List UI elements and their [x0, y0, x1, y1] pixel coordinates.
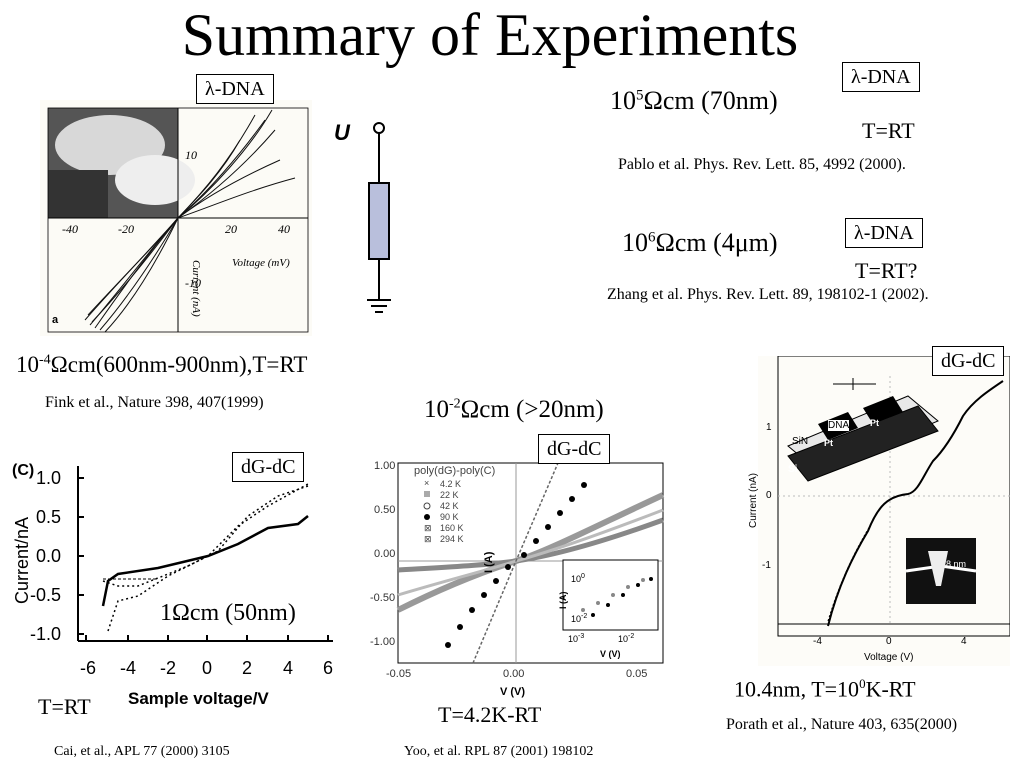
yoo-xtick-1: 0.00: [503, 668, 525, 680]
yoo-xtick-0: -0.05: [386, 668, 412, 680]
cai-xtick-5: 4: [283, 658, 294, 678]
porath-dna-label: DNA: [828, 420, 850, 431]
porath-gap-label: 8 nm: [946, 559, 967, 569]
yoo-xlabel: V (V): [500, 686, 526, 698]
cai-resistivity: 1Ωcm (50nm): [160, 600, 296, 627]
fink-xtick-m20: -20: [118, 222, 134, 236]
yoo-xtick-2: 0.05: [626, 668, 648, 680]
fink-xtick-20: 20: [225, 222, 237, 236]
porath-sin-label: SiN: [792, 436, 809, 447]
porath-citation: Porath et al., Nature 403, 635(2000): [726, 716, 958, 733]
yoo-inset-ytick-0: 100: [571, 573, 585, 584]
yoo-legend-5: 294 K: [440, 534, 464, 544]
porath-xtick-2: 4: [961, 636, 967, 647]
yoo-inset-ytick-1: 10-2: [571, 613, 588, 624]
yoo-ytick-2: 0.00: [374, 548, 396, 560]
yoo-iv-plot: × ⊠ ⊠: [396, 462, 665, 664]
yoo-inset-xlabel: V (V): [600, 649, 621, 659]
yoo-inset-ylabel: I (A): [558, 591, 568, 610]
fink-xlabel: Voltage (mV): [232, 257, 290, 269]
cai-xtick-1: -4: [120, 658, 137, 678]
pablo-temperature: T=RT: [862, 118, 915, 143]
yoo-inset-xtick-0: 10-3: [568, 633, 585, 644]
porath-ytick-1: 0: [766, 490, 772, 501]
pablo-resistivity: 105Ωcm (70nm): [610, 86, 778, 115]
cai-ytick-4: -1.0: [30, 624, 62, 644]
yoo-dgdc-label: dG-dC: [538, 434, 611, 464]
yoo-legend-title: poly(dG)-poly(C): [414, 465, 496, 477]
porath-ytick-0: 1: [766, 422, 772, 433]
page-title: Summary of Experiments: [181, 2, 799, 68]
fink-xtick-40: 40: [278, 222, 290, 236]
svg-text:×: ×: [424, 478, 429, 488]
cai-ytick-1: 0.5: [36, 507, 62, 527]
cai-xtick-3: 0: [202, 658, 213, 678]
fink-xtick-m40: -40: [62, 222, 78, 236]
cai-temperature: T=RT: [38, 694, 91, 719]
yoo-figure: × ⊠ ⊠ poly(dG)-poly(C) 4.2 K 22 K 42 K 9…: [368, 455, 668, 700]
yoo-inset-xtick-1: 10-2: [618, 633, 635, 644]
zhang-citation: Zhang et al. Phys. Rev. Lett. 89, 198102…: [607, 286, 929, 303]
cai-xtick-6: 6: [323, 658, 334, 678]
fink-citation: Fink et al., Nature 398, 407(1999): [45, 394, 264, 411]
yoo-legend-1: 22 K: [440, 490, 459, 500]
porath-figure: DNA Pt Pt SiN Si 8 nm 1 0 -1 Current (nA…: [748, 355, 1011, 666]
pablo-dna-label: λ-DNA: [842, 62, 920, 92]
porath-iv-plot: [777, 355, 1011, 637]
yoo-citation: Yoo, et al. RPL 87 (2001) 198102: [404, 744, 594, 759]
fink-ylabel: Current (nA): [190, 260, 202, 317]
zhang-temperature: T=RT?: [855, 258, 918, 283]
yoo-legend-4: 160 K: [440, 523, 464, 533]
fink-ytick-m10: -10: [185, 276, 201, 290]
cai-dgdc-label: dG-dC: [232, 452, 305, 482]
svg-text:⊠: ⊠: [424, 523, 432, 533]
yoo-ytick-3: -0.50: [370, 592, 396, 604]
yoo-ytick-0: 1.00: [374, 460, 396, 472]
yoo-resistivity: 10-2Ωcm (>20nm): [424, 396, 604, 423]
fink-resistivity: 10-4Ωcm(600nm-900nm),T=RT: [16, 352, 308, 377]
yoo-ytick-1: 0.50: [374, 504, 396, 516]
cai-figure: (C) 1.0 0.5 0.0 -0.5 -1.0 Current/nA -6 …: [8, 456, 348, 716]
cai-xlabel: Sample voltage/V: [128, 689, 269, 708]
cai-ytick-2: 0.0: [36, 546, 62, 566]
fink-panel-letter: a: [52, 314, 59, 326]
cai-xtick-4: 2: [242, 658, 253, 678]
porath-pt-label-2: Pt: [870, 418, 879, 428]
pablo-citation: Pablo et al. Phys. Rev. Lett. 85, 4992 (…: [618, 156, 906, 173]
yoo-ylabel: I (A): [483, 551, 495, 573]
porath-ytick-2: -1: [762, 560, 771, 571]
porath-result: 10.4nm, T=100K-RT: [734, 676, 916, 702]
zhang-resistivity: 106Ωcm (4μm): [622, 228, 778, 257]
yoo-legend-0: 4.2 K: [440, 479, 462, 489]
cai-ytick-3: -0.5: [30, 585, 62, 605]
yoo-ytick-4: -1.00: [370, 636, 396, 648]
porath-si-label: Si: [788, 464, 798, 475]
yoo-legend-3: 90 K: [440, 512, 459, 522]
cai-citation: Cai, et al., APL 77 (2000) 3105: [54, 744, 230, 759]
cai-xtick-0: -6: [80, 658, 97, 678]
cai-ylabel: Current/nA: [12, 516, 32, 604]
porath-xtick-0: -4: [813, 636, 822, 647]
zhang-dna-label: λ-DNA: [845, 218, 923, 248]
porath-xtick-1: 0: [886, 636, 892, 647]
fink-figure: a 10 -10 -40 -20 20 40 Voltage (mV) Curr…: [40, 100, 312, 336]
cai-iv-plot: [77, 466, 333, 642]
porath-device-schematic: [787, 378, 939, 482]
circuit-u-label: U: [334, 120, 350, 145]
fink-iv-plot: [40, 100, 312, 336]
porath-xlabel: Voltage (V): [864, 652, 914, 663]
yoo-temperature: T=4.2K-RT: [438, 702, 542, 727]
fink-ytick-10: 10: [185, 148, 197, 162]
cai-ytick-0: 1.0: [36, 468, 62, 488]
svg-text:⊠: ⊠: [424, 534, 432, 544]
yoo-legend-2: 42 K: [440, 501, 459, 511]
fink-dna-label: λ-DNA: [196, 74, 274, 104]
porath-dgdc-label: dG-dC: [932, 346, 1005, 376]
circuit-diagram: U: [330, 118, 410, 328]
cai-panel-letter: (C): [12, 462, 35, 479]
cai-xtick-2: -2: [160, 658, 177, 678]
porath-ylabel: Current (nA): [748, 472, 759, 528]
porath-pt-label-1: Pt: [824, 438, 833, 448]
